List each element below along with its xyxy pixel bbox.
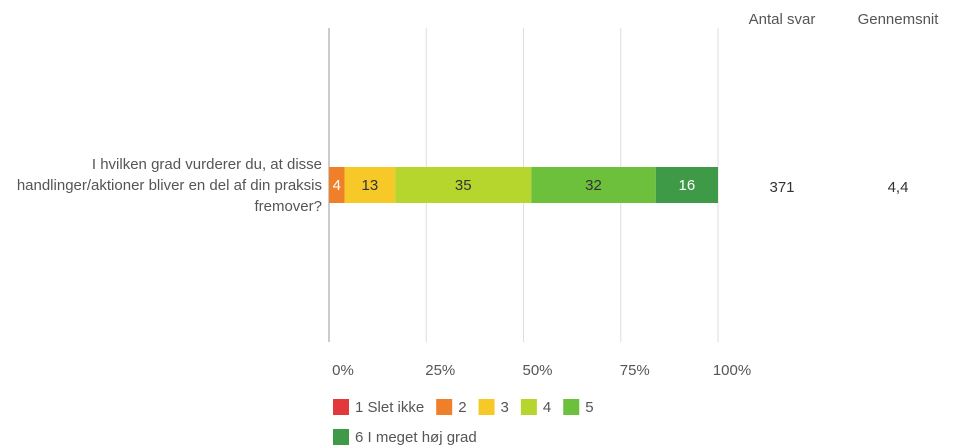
data-label: 4 xyxy=(333,177,341,194)
legend-label: 3 xyxy=(501,399,509,416)
legend-label: 1 Slet ikke xyxy=(355,399,424,416)
x-tick-label: 0% xyxy=(332,362,354,379)
bar-segment xyxy=(344,167,396,203)
bar-segment xyxy=(329,167,345,203)
column-header: Gennemsnit xyxy=(858,11,940,28)
legend-swatch xyxy=(563,399,580,415)
data-label: 16 xyxy=(679,177,696,194)
data-label: 32 xyxy=(585,177,602,194)
column-value: 4,4 xyxy=(888,179,909,196)
column-header: Antal svar xyxy=(749,11,816,28)
bar-segment xyxy=(395,167,532,203)
x-tick-label: 50% xyxy=(522,362,552,379)
legend-swatch xyxy=(478,399,495,415)
legend-label: 2 xyxy=(458,399,466,416)
legend-label: 4 xyxy=(543,399,551,416)
x-tick-label: 75% xyxy=(620,362,650,379)
legend-swatch xyxy=(436,399,453,415)
x-tick-label: 25% xyxy=(425,362,455,379)
legend-label: 5 xyxy=(585,399,593,416)
legend-swatch xyxy=(333,399,349,415)
data-label: 35 xyxy=(455,177,472,194)
x-tick-label: 100% xyxy=(713,362,751,379)
data-label: 13 xyxy=(362,177,379,194)
column-value: 371 xyxy=(769,179,794,196)
bar-segment xyxy=(655,167,718,203)
bar-segment xyxy=(531,167,656,203)
category-label: I hvilken grad vurderer du, at disse han… xyxy=(16,156,322,215)
legend-swatch xyxy=(520,399,537,415)
legend-label: 6 I meget høj grad xyxy=(355,429,477,446)
legend-swatch xyxy=(333,429,349,445)
